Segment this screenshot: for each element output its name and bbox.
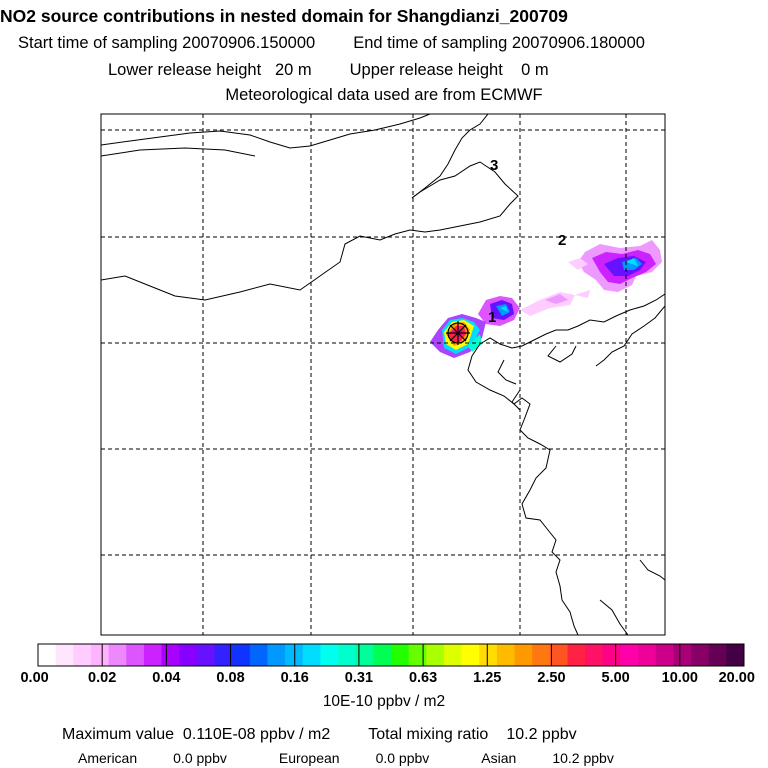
colorbar-swatch <box>567 644 586 666</box>
upper-height-label: Upper release height <box>349 61 503 79</box>
colorbar-swatch <box>638 644 657 666</box>
end-time-label: End time of sampling <box>353 34 508 52</box>
receptor-marker-icon <box>446 321 470 345</box>
total-mixing-label: Total mixing ratio <box>368 726 489 743</box>
colorbar-swatch <box>249 644 268 666</box>
summary-stats: Maximum value 0.110E-08 ppbv / m2 Total m… <box>62 726 577 744</box>
colorbar <box>37 643 745 667</box>
colorbar-units: 10E-10 ppbv / m2 <box>322 693 446 710</box>
colorbar-tick-label: 2.50 <box>537 670 566 686</box>
regional-contributions: American 0.0 ppbv European 0.0 ppbv Asian 10.… <box>78 750 614 766</box>
lower-height-label: Lower release height <box>108 61 262 79</box>
european-value: 0.0 ppbv <box>375 750 430 766</box>
colorbar-tick-label: 0.63 <box>408 670 438 686</box>
region-label-2: 2 <box>558 232 566 249</box>
american-value: 0.0 ppbv <box>173 750 227 766</box>
start-time-label: Start time of sampling <box>18 34 178 52</box>
colorbar-swatch <box>408 644 427 666</box>
colorbar-swatch <box>232 644 251 666</box>
colorbar-swatch <box>373 644 392 666</box>
region-label-3: 3 <box>490 157 498 174</box>
graticule <box>101 114 665 635</box>
colorbar-swatch <box>38 644 57 666</box>
colorbar-swatch <box>461 644 480 666</box>
colorbar-swatch <box>55 644 74 666</box>
release-heights: Lower release height 20 m Upper release h… <box>108 61 549 80</box>
start-time-value: 20070906.150000 <box>182 34 316 52</box>
colorbar-swatch <box>320 644 339 666</box>
colorbar-tick-label: 20.00 <box>718 670 755 686</box>
map-frame <box>100 113 666 636</box>
upper-height-value: 0 m <box>521 61 549 79</box>
sampling-times: Start time of sampling 20070906.150000 En… <box>18 34 645 53</box>
american-label: American <box>78 750 138 766</box>
colorbar-swatch <box>267 644 286 666</box>
colorbar-swatch <box>426 644 445 666</box>
asian-value: 10.2 ppbv <box>552 750 614 766</box>
colorbar-swatch <box>602 644 621 666</box>
european-label: European <box>278 750 340 766</box>
colorbar-tick-label: 0.31 <box>344 670 374 686</box>
end-time-value: 20070906.180000 <box>511 34 645 52</box>
colorbar-swatch <box>355 644 374 666</box>
max-value-label: Maximum value <box>62 726 175 743</box>
colorbar-tick-label: 5.00 <box>601 670 630 686</box>
colorbar-tick-label: 0.02 <box>88 670 117 686</box>
colorbar-swatch <box>585 644 604 666</box>
colorbar-swatch <box>126 644 145 666</box>
lower-height-value: 20 m <box>274 61 312 79</box>
colorbar-swatch <box>285 644 304 666</box>
colorbar-swatch <box>620 644 639 666</box>
colorbar-swatch <box>496 644 516 666</box>
colorbar-swatch <box>691 644 710 666</box>
colorbar-frame <box>37 643 745 667</box>
plume-streak <box>520 290 590 316</box>
colorbar-swatch <box>708 644 727 666</box>
asian-label: Asian <box>481 750 517 766</box>
colorbar-swatch <box>443 644 463 666</box>
colorbar-swatch <box>532 644 551 666</box>
colorbar-swatch <box>196 644 215 666</box>
coastlines <box>101 114 665 635</box>
colorbar-swatch <box>143 644 163 666</box>
region-label-1: 1 <box>488 309 496 326</box>
colorbar-tick-label: 10.00 <box>661 670 698 686</box>
colorbar-swatch <box>391 644 410 666</box>
colorbar-swatch <box>214 644 233 666</box>
max-value: 0.110E-08 ppbv / m2 <box>182 726 331 743</box>
colorbar-swatch <box>90 644 110 666</box>
colorbar-swatch <box>549 644 568 666</box>
plume-region-1 <box>430 296 520 358</box>
colorbar-swatch <box>179 644 198 666</box>
colorbar-tick-label: 0.04 <box>152 670 181 686</box>
colorbar-swatch <box>673 644 692 666</box>
colorbar-swatch <box>514 644 533 666</box>
colorbar-swatch <box>161 644 180 666</box>
colorbar-tick-label: 0.16 <box>280 670 309 686</box>
meteo-source: Meteorological data used are from ECMWF <box>225 86 543 104</box>
colorbar-swatch <box>726 644 745 666</box>
plume-region-2 <box>568 240 662 292</box>
colorbar-swatch <box>655 644 674 666</box>
colorbar-swatch <box>302 644 321 666</box>
total-mixing-value: 10.2 ppbv <box>506 726 577 743</box>
colorbar-swatch <box>108 644 127 666</box>
colorbar-swatch <box>73 644 92 666</box>
colorbar-tick-label: 1.25 <box>473 670 502 686</box>
colorbar-tick-label: 0.08 <box>216 670 245 686</box>
colorbar-swatch <box>338 644 357 666</box>
colorbar-swatch <box>479 644 498 666</box>
map-title: NO2 source contributions in nested domai… <box>0 6 568 26</box>
colorbar-tick-label: 0.00 <box>20 670 49 686</box>
